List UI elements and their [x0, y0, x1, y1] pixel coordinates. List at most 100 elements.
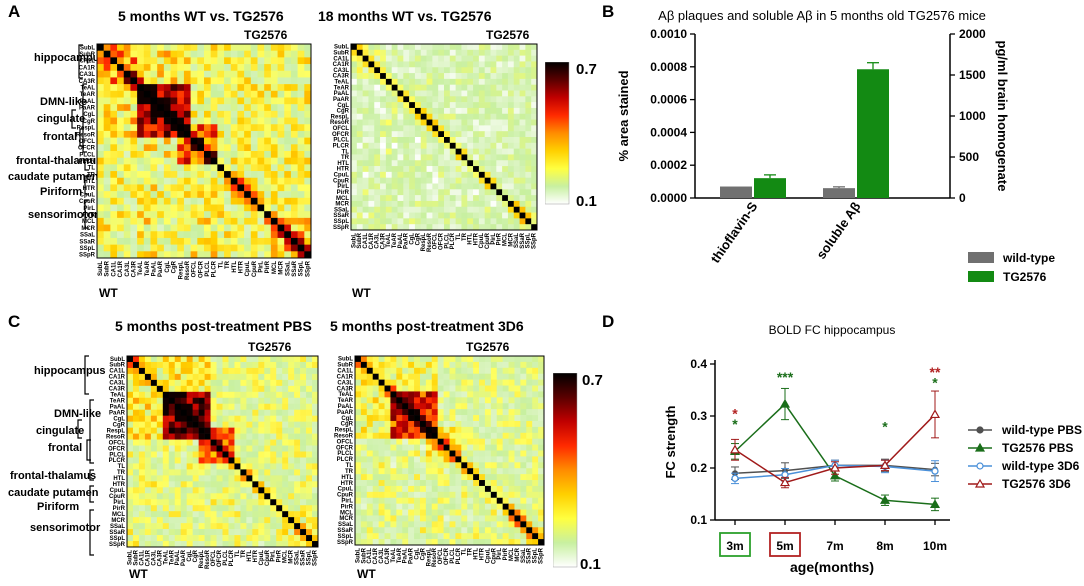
hm-a-right-cell — [432, 96, 439, 103]
hm-a-left-cell — [224, 84, 232, 92]
hm-a-left-cell — [130, 204, 138, 212]
hm-c-right-cell — [390, 521, 397, 528]
hm-a-left-cell — [170, 64, 178, 72]
colorbar-c-min: 0.1 — [580, 556, 601, 573]
hm-c-right-cell — [378, 485, 385, 493]
hm-c-left-cell — [156, 409, 164, 416]
hm-c-right-cell — [490, 497, 498, 504]
hm-a-right-cell — [444, 148, 451, 155]
hm-a-left-cell — [197, 137, 205, 145]
hm-a-left-cell — [170, 104, 178, 112]
hm-a-right-cell — [414, 107, 422, 115]
hm-c-left-cell — [216, 529, 223, 536]
hm-a-left-cell — [97, 44, 104, 51]
hm-c-left-cell — [306, 511, 313, 518]
hm-a-right-cell — [351, 183, 358, 190]
hm-c-right-cell — [526, 397, 533, 404]
hm-a-left-cell — [264, 144, 272, 152]
hm-c-left-cell — [276, 457, 283, 464]
hm-c-right-cell — [360, 450, 368, 457]
hm-c-left-cell — [312, 529, 319, 536]
hm-c-right-cell — [402, 468, 409, 475]
hm-c-right-cell — [390, 497, 397, 504]
hm-a-right-cell — [455, 119, 462, 126]
hm-c-left-cell — [288, 451, 295, 458]
hm-a-left-cell — [137, 151, 145, 158]
hm-a-left-cell — [297, 124, 305, 132]
hm-c-right-cell — [425, 515, 433, 522]
hm-c-right-cell — [378, 415, 385, 422]
hm-c-right-cell — [384, 462, 391, 469]
hm-c-right-cell — [390, 356, 397, 363]
hm-a-right-cell — [409, 177, 416, 184]
hm-c-left-cell — [127, 433, 134, 440]
hm-a-right-cell — [444, 55, 451, 62]
hm-a-right-cell — [391, 107, 398, 115]
hm-a-right-cell — [414, 96, 422, 103]
hm-a-left-cell — [264, 151, 272, 158]
hm-c-left-cell — [258, 481, 265, 488]
hm-a-right-cell — [455, 142, 462, 149]
hm-c-left-cell — [300, 367, 307, 375]
hm-a-left-cell — [237, 57, 245, 65]
hm-a-right-cell — [432, 78, 439, 85]
hm-c-right-cell — [372, 485, 379, 493]
hm-c-right-cell — [431, 409, 438, 416]
hm-a-right-cell — [496, 166, 503, 173]
hm-c-left-cell — [270, 367, 277, 375]
hm-c-right-cell — [437, 444, 444, 451]
hm-a-left-cell — [190, 104, 198, 112]
hm-a-right-cell — [507, 113, 515, 120]
hm-a-right-cell — [380, 177, 387, 184]
hm-c-left-cell — [228, 517, 235, 524]
hm-a-left-cell — [163, 64, 171, 72]
hm-a-right-row-label: SSaL — [334, 207, 349, 213]
hm-c-right-cell — [520, 356, 527, 363]
hm-a-left-cell — [157, 231, 165, 239]
hm-a-left-cell — [210, 144, 218, 152]
hm-c-right-cell — [455, 420, 462, 428]
hm-c-right-row-label: OFCR — [336, 445, 354, 451]
hm-c-right-cell — [449, 527, 456, 534]
hm-c-left-cell — [168, 493, 176, 500]
hm-c-left-cell — [210, 523, 217, 530]
hm-a-right-cell — [374, 160, 381, 167]
hm-a-right-cell — [484, 61, 491, 68]
hm-a-left-cell — [143, 90, 151, 98]
hm-a-left-cell — [197, 211, 205, 219]
hm-a-right-cell — [467, 125, 474, 132]
panel-a-wt-label-right: WT — [352, 286, 371, 300]
hm-a-right-cell — [391, 67, 398, 74]
hm-c-left-cell — [306, 529, 313, 536]
hm-c-right-cell — [431, 438, 438, 445]
hm-c-left-row-label: SSpL — [110, 536, 126, 542]
hm-c-right-cell — [384, 503, 391, 510]
hm-c-right-cell — [479, 450, 486, 457]
hm-a-left-cell — [224, 90, 232, 98]
hm-c-right-col-label: SSaR — [527, 547, 533, 563]
hm-c-left-cell — [138, 535, 146, 542]
hm-c-right-cell — [396, 438, 403, 445]
hm-c-left-cell — [192, 379, 199, 387]
hm-c-right-cell — [449, 373, 456, 380]
hm-a-left-cell — [217, 110, 225, 118]
hm-a-left-cell — [204, 117, 211, 125]
hm-a-right-cell — [391, 183, 398, 190]
hm-c-left-cell — [240, 415, 247, 422]
hm-c-right-cell — [479, 403, 486, 410]
hm-c-left-cell — [222, 391, 229, 399]
hm-a-left-cell — [123, 177, 131, 185]
hm-a-right-cell — [409, 166, 416, 173]
hm-a-right-cell — [368, 206, 375, 213]
hm-a-right-cell — [473, 218, 480, 225]
hm-c-right-cell — [520, 521, 527, 528]
hm-a-right-cell — [513, 73, 520, 80]
hm-c-right-cell — [408, 409, 415, 416]
hm-c-left-cell — [240, 439, 247, 446]
hm-a-left-cell — [217, 237, 225, 245]
hm-a-left-cell — [284, 124, 292, 132]
hm-a-right-cell — [426, 200, 433, 208]
hm-c-right-cell — [419, 397, 427, 404]
hm-a-left-cell — [277, 157, 285, 165]
hm-c-right-cell — [467, 444, 474, 451]
